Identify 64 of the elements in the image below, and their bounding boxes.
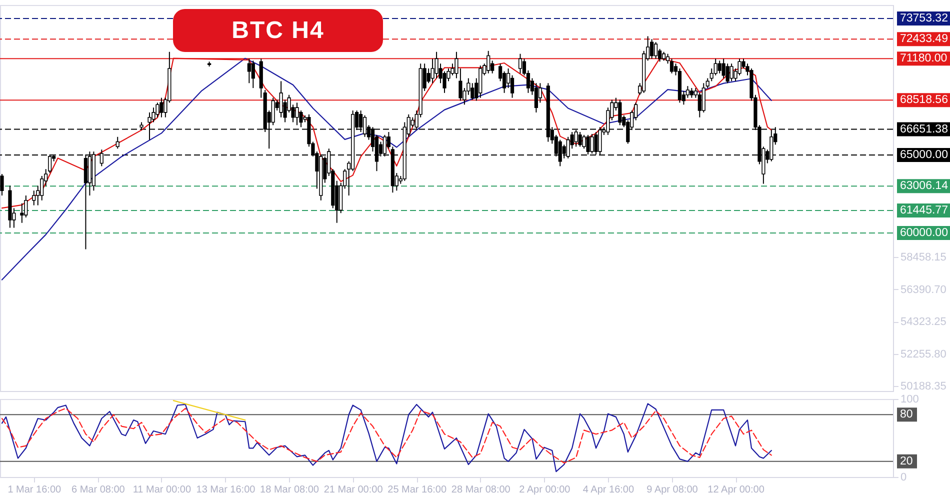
candlestick xyxy=(470,82,474,100)
candlestick xyxy=(486,50,490,74)
candlestick xyxy=(20,202,24,224)
candlestick xyxy=(156,102,160,118)
y-tick-label: 100 xyxy=(900,394,919,406)
candlestick xyxy=(160,97,164,118)
ref-line-label: 80 xyxy=(900,408,913,421)
candlestick xyxy=(251,60,255,89)
x-tick-label: 18 Mar 08:00 xyxy=(260,484,320,496)
y-tick-label: 0 xyxy=(900,472,907,484)
ref-line-label: 65000.00 xyxy=(900,149,948,162)
candlestick xyxy=(686,86,690,98)
y-tick-label: 58458.15 xyxy=(900,252,946,264)
ref-line-label: 60000.00 xyxy=(900,227,948,240)
x-tick-label: 2 Apr 00:00 xyxy=(519,484,571,496)
ref-line-label: 66651.38 xyxy=(900,123,948,136)
x-tick-label: 25 Mar 16:00 xyxy=(388,484,447,496)
candlestick xyxy=(690,88,694,98)
ref-line-label: 61445.77 xyxy=(900,204,948,216)
x-tick-label: 1 Mar 16:00 xyxy=(8,484,62,496)
candlestick xyxy=(650,38,654,60)
line-series xyxy=(1,58,772,280)
x-tick-label: 12 Apr 00:00 xyxy=(708,484,765,496)
x-tick-label: 6 Mar 08:00 xyxy=(71,484,126,496)
candlestick xyxy=(718,60,722,74)
y-tick-label: 56390.70 xyxy=(900,284,946,296)
candlestick xyxy=(654,42,658,60)
candlestick xyxy=(618,99,622,126)
x-tick-label: 4 Apr 16:00 xyxy=(582,484,634,496)
ref-line-label: 71180.00 xyxy=(900,52,948,65)
candlestick xyxy=(279,80,283,118)
candlestick xyxy=(247,58,251,84)
candlestick xyxy=(434,51,438,79)
y-tick-label: 52255.80 xyxy=(900,348,946,360)
ref-line-label: 63006.14 xyxy=(900,180,949,192)
candlestick xyxy=(0,174,4,196)
x-tick-label: 13 Mar 16:00 xyxy=(196,484,256,496)
x-tick-label: 9 Apr 08:00 xyxy=(646,484,698,496)
candlestick xyxy=(726,63,730,84)
candlestick xyxy=(295,102,299,126)
x-tick-label: 28 Mar 08:00 xyxy=(451,484,511,496)
candlestick xyxy=(518,53,522,74)
x-tick-label: 11 Mar 00:00 xyxy=(132,484,192,496)
candlestick xyxy=(534,82,538,113)
candlestick xyxy=(116,136,120,150)
candlestick xyxy=(722,58,726,79)
candlestick xyxy=(271,97,275,126)
line-series xyxy=(1,408,772,464)
candlestick xyxy=(586,134,590,155)
candlestick xyxy=(730,63,734,82)
ref-line-label: 20 xyxy=(900,455,913,468)
y-tick-label: 54323.25 xyxy=(900,316,946,328)
candlestick xyxy=(714,58,718,76)
ref-line-label: 73753.32 xyxy=(900,12,948,25)
x-tick-label: 21 Mar 00:00 xyxy=(324,484,384,496)
line-series xyxy=(1,403,772,472)
y-tick-label: 50188.35 xyxy=(900,380,946,393)
candlestick xyxy=(582,134,586,150)
candlestick xyxy=(578,132,582,148)
candlestick xyxy=(670,58,674,74)
candlestick xyxy=(702,82,706,113)
candlestick xyxy=(32,190,36,206)
ref-line-label: 68518.56 xyxy=(900,94,948,106)
ref-line-label: 72433.49 xyxy=(900,33,948,46)
